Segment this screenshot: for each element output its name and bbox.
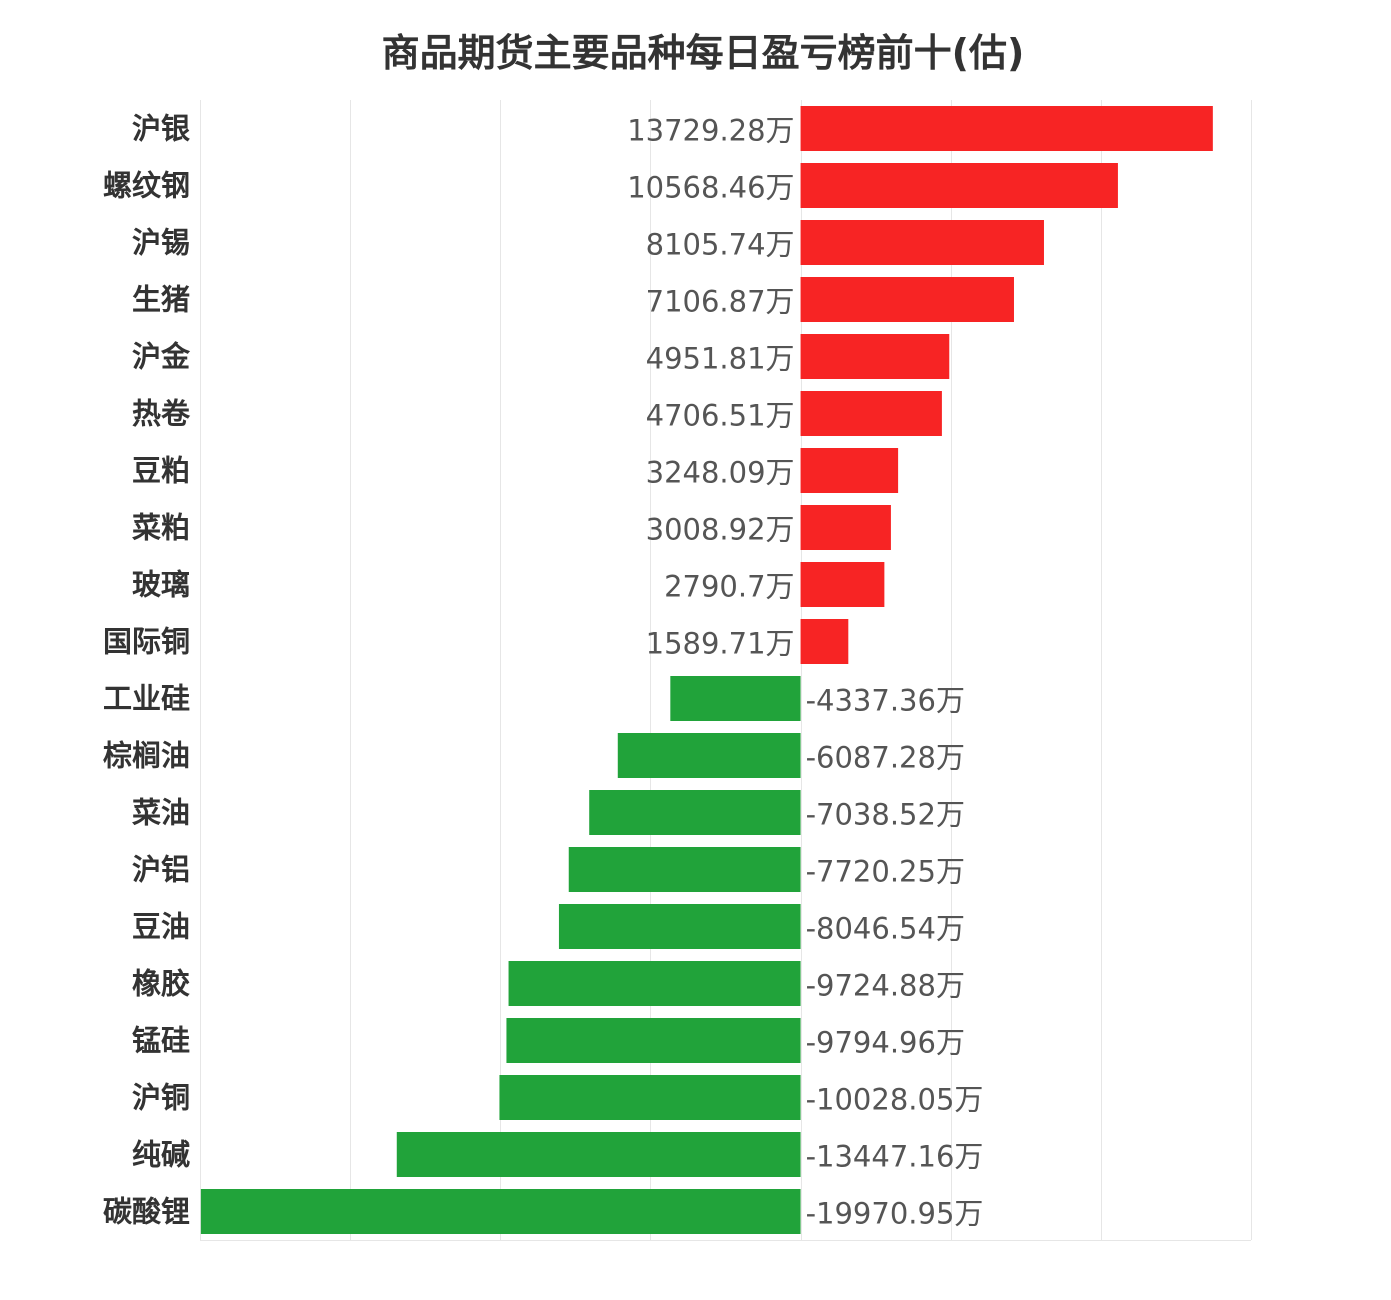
value-label: -9794.96万: [806, 1026, 965, 1060]
bar: [800, 277, 1014, 322]
category-label: 菜粕: [132, 511, 190, 545]
category-label: 豆油: [132, 910, 190, 944]
category-label: 螺纹钢: [103, 169, 190, 203]
bar: [589, 790, 801, 835]
value-label: -19970.95万: [806, 1197, 984, 1231]
value-label: 1589.71万: [646, 627, 795, 661]
bar: [508, 961, 801, 1006]
category-label: 锰硅: [132, 1024, 190, 1058]
category-label: 沪银: [132, 112, 190, 146]
category-label: 玻璃: [132, 568, 190, 602]
bar: [800, 505, 891, 550]
value-label: 7106.87万: [646, 285, 795, 319]
bar: [670, 676, 801, 721]
category-label: 生猪: [132, 283, 190, 317]
value-label: 13729.28万: [627, 114, 794, 148]
bar: [568, 847, 801, 892]
value-label: -4337.36万: [806, 684, 965, 718]
chart-title: 商品期货主要品种每日盈亏榜前十(估): [381, 31, 1025, 75]
value-label: -7038.52万: [806, 798, 965, 832]
bars: [200, 106, 1213, 1234]
bar: [396, 1132, 801, 1177]
bar: [200, 1189, 801, 1234]
bar: [499, 1075, 801, 1120]
bar: [506, 1018, 801, 1063]
value-label: 2790.7万: [664, 570, 794, 604]
category-label: 棕榈油: [103, 739, 190, 773]
bar: [800, 334, 950, 379]
value-label: -9724.88万: [806, 969, 965, 1003]
category-label: 沪铜: [132, 1081, 190, 1115]
value-label: -7720.25万: [806, 855, 965, 889]
value-label: 10568.46万: [627, 171, 794, 205]
grid-lines: [200, 100, 1252, 1241]
bar: [558, 904, 801, 949]
value-label: 3248.09万: [646, 456, 795, 490]
value-label: -6087.28万: [806, 741, 965, 775]
bar: [800, 106, 1213, 151]
value-label: 3008.92万: [646, 513, 795, 547]
category-label: 工业硅: [103, 682, 190, 716]
value-label: 4951.81万: [646, 342, 795, 376]
bar: [800, 391, 942, 436]
category-label: 沪金: [132, 340, 191, 374]
bar: [800, 220, 1044, 265]
bar: [800, 619, 849, 664]
category-label: 纯碱: [132, 1138, 190, 1172]
category-label: 菜油: [132, 796, 190, 830]
category-label: 豆粕: [132, 454, 190, 488]
bar: [800, 448, 899, 493]
bar: [617, 733, 801, 778]
value-label: -10028.05万: [806, 1083, 984, 1117]
value-label: -8046.54万: [806, 912, 965, 946]
category-label: 橡胶: [132, 967, 190, 1001]
bar: [800, 562, 885, 607]
category-label: 热卷: [132, 397, 191, 431]
category-label: 碳酸锂: [103, 1195, 190, 1229]
value-label: 4706.51万: [646, 399, 795, 433]
category-label: 沪铝: [132, 853, 190, 887]
category-label: 沪锡: [132, 226, 190, 260]
value-label: 8105.74万: [646, 228, 795, 262]
bar: [800, 163, 1118, 208]
category-label: 国际铜: [103, 625, 190, 659]
value-label: -13447.16万: [806, 1140, 984, 1174]
